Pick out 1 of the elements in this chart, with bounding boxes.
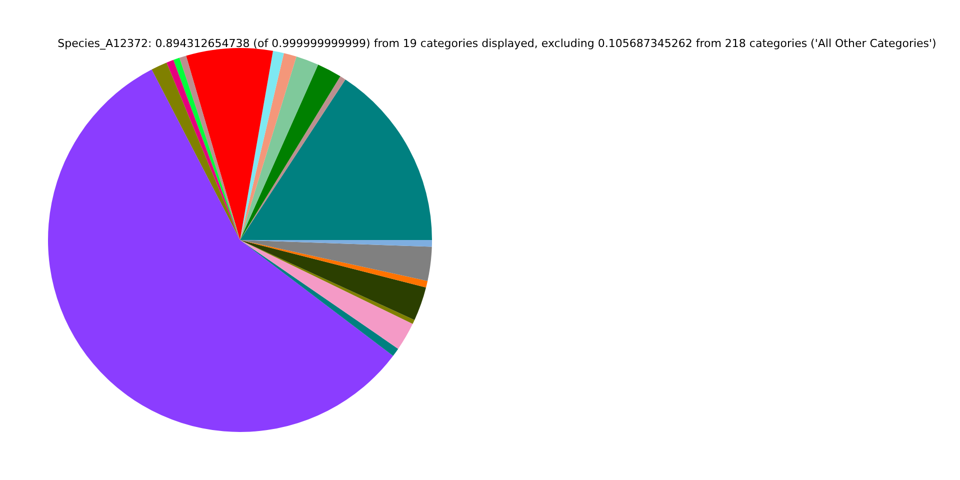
text: Species_A12372: 0.894312654738 (of 0.999999999999) from 19 categories displayed, excluding 0.105687345262 from 218 categories ('All Other Categories') [58,37,936,50]
